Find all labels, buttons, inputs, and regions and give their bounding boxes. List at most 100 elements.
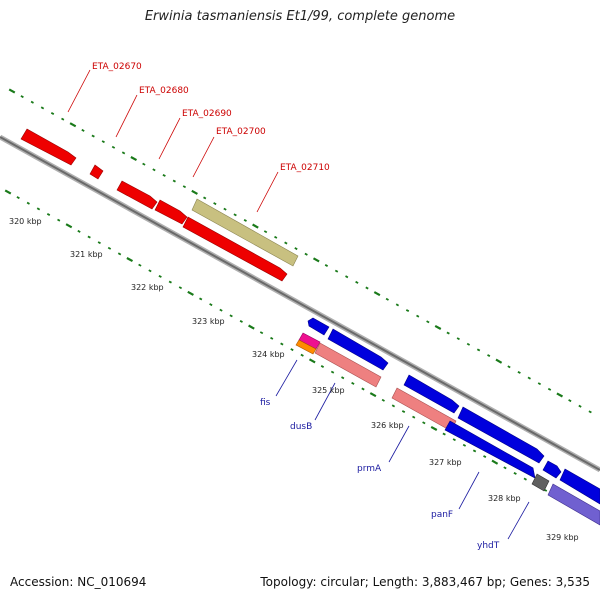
upper-tick-mark <box>416 314 420 318</box>
kbp-labels: 320 kbp 321 kbp 322 kbp 323 kbp 324 kbp … <box>9 217 579 542</box>
lower-tick-mark <box>308 358 316 364</box>
upper-tick-mark <box>304 252 308 256</box>
lower-tick-mark <box>483 455 487 458</box>
label-yhdt[interactable]: yhdT <box>477 541 500 551</box>
lower-tick-mark <box>452 438 456 442</box>
lower-tick-track <box>4 189 598 520</box>
upper-tick-mark <box>233 213 237 217</box>
lower-tick-mark <box>361 387 365 391</box>
upper-tick-mark <box>203 196 207 200</box>
upper-tick-mark <box>243 219 247 222</box>
gene-dark-small[interactable] <box>531 473 550 492</box>
upper-tick-mark <box>294 247 298 251</box>
upper-tick-mark <box>547 387 552 391</box>
lower-tick-mark <box>320 365 325 368</box>
upper-tick-mark <box>101 140 105 144</box>
lower-tick-mark <box>422 421 426 425</box>
label-eta-02700[interactable]: ETA_02700 <box>216 127 266 137</box>
upper-tick-mark <box>426 320 430 324</box>
lower-tick-mark <box>187 290 194 296</box>
upper-tick-mark <box>476 348 481 352</box>
label-eta-02670[interactable]: ETA_02670 <box>92 62 142 72</box>
lower-tick-mark <box>290 348 294 352</box>
lower-tick-mark <box>300 353 304 357</box>
label-fis[interactable]: fis <box>260 398 271 408</box>
gene-yhdt-blue[interactable] <box>542 460 562 479</box>
upper-tick-mark <box>373 291 381 297</box>
lower-tick-mark <box>178 286 183 290</box>
upper-tick-mark <box>456 337 460 341</box>
upper-tick-mark <box>130 156 138 162</box>
upper-tick-mark <box>61 117 65 121</box>
top-gene-labels: ETA_02670 ETA_02680 ETA_02690 ETA_02700 … <box>92 62 330 173</box>
lower-tick-mark <box>381 398 385 402</box>
upper-tick-mark <box>20 95 24 99</box>
kbp-label-324: 324 kbp <box>252 350 285 359</box>
upper-tick-mark <box>446 331 450 335</box>
kbp-label-321: 321 kbp <box>70 250 103 259</box>
gene-eta-02690[interactable] <box>116 180 158 210</box>
upper-tick-mark <box>537 382 542 386</box>
lower-tick-mark <box>158 275 162 278</box>
top-callouts <box>67 69 279 213</box>
label-dusb[interactable]: dusB <box>290 422 312 432</box>
lower-tick-mark <box>412 415 416 419</box>
label-eta-02710[interactable]: ETA_02710 <box>280 163 330 173</box>
upper-tick-mark <box>223 207 227 211</box>
upper-tick-mark <box>588 410 592 414</box>
label-panf[interactable]: panF <box>431 510 453 520</box>
gene-panf-blue[interactable] <box>457 406 545 464</box>
lower-tick-mark <box>126 257 134 263</box>
lower-tick-mark <box>57 218 61 222</box>
upper-tick-mark <box>578 404 582 408</box>
upper-tick-mark <box>355 280 359 284</box>
lower-tick-mark <box>462 443 467 447</box>
label-prma[interactable]: prmA <box>357 464 382 474</box>
gene-eta-02680[interactable] <box>89 164 104 180</box>
upper-tick-mark <box>162 174 166 177</box>
gene-eta-02670[interactable] <box>20 128 77 166</box>
gene-dusb[interactable] <box>314 342 382 388</box>
lower-tick-mark <box>4 189 12 195</box>
bottom-gene-labels: fis dusB prmA panF yhdT <box>260 398 500 551</box>
lower-tick-mark <box>46 213 51 216</box>
lower-tick-mark <box>491 459 499 465</box>
upper-tick-mark <box>91 134 95 138</box>
upper-tick-mark <box>40 106 45 110</box>
lower-tick-mark <box>351 381 355 385</box>
upper-tick-mark <box>334 269 339 273</box>
lower-tick-mark <box>219 308 223 312</box>
lower-tick-mark <box>107 246 112 250</box>
lower-tick-mark <box>36 207 41 211</box>
upper-tick-mark <box>111 145 116 149</box>
lower-tick-mark <box>401 410 406 413</box>
lower-tick-mark <box>77 229 81 233</box>
gene-eta-02710[interactable] <box>191 198 299 267</box>
gene-far-blue[interactable] <box>559 468 600 505</box>
upper-tick-mark <box>252 223 259 229</box>
accession-text: Accession: NC_010694 <box>10 575 147 589</box>
gene-yhdt-purple[interactable] <box>547 483 600 526</box>
label-eta-02680[interactable]: ETA_02680 <box>139 86 189 96</box>
gene-eta-02700[interactable] <box>154 199 188 225</box>
upper-tick-mark <box>487 354 491 357</box>
gene-dusb-blue[interactable] <box>327 328 389 371</box>
lower-tick-mark <box>26 201 30 205</box>
upper-tick-mark <box>152 168 156 172</box>
upper-tick-mark <box>405 309 410 312</box>
upper-tick-mark <box>50 112 55 115</box>
upper-tick-mark <box>365 286 369 290</box>
upper-tick-mark <box>517 371 521 374</box>
upper-tick-mark <box>312 257 320 263</box>
gene-small-blue[interactable] <box>307 317 330 336</box>
upper-tick-mark <box>213 202 217 206</box>
genome-backbone-core <box>0 136 600 471</box>
gene-prma-blue[interactable] <box>403 374 460 414</box>
lower-tick-mark <box>199 297 203 301</box>
kbp-label-320: 320 kbp <box>9 217 42 226</box>
gene-fis-orange[interactable] <box>295 339 317 355</box>
lower-tick-mark <box>391 404 396 408</box>
gene-eta-02710-red[interactable] <box>182 216 288 282</box>
label-eta-02690[interactable]: ETA_02690 <box>182 109 232 119</box>
